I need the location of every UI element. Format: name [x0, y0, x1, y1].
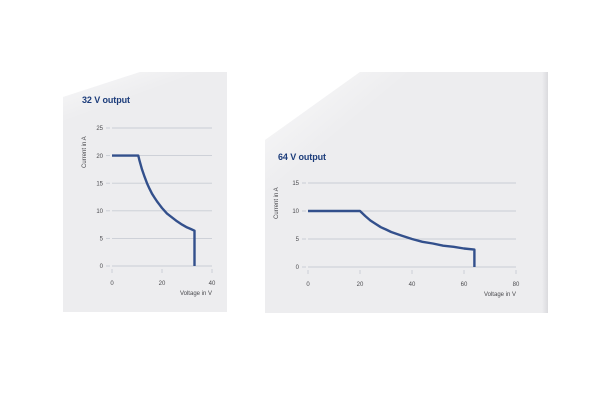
ytick-label-0: 0 [296, 265, 300, 271]
xtick-label-20: 20 [357, 282, 364, 288]
x-axis-label: Voltage in V [484, 292, 516, 298]
ytick-label-15: 15 [292, 181, 299, 187]
chart-32v-derating: 0 5 10 15 20 25 0 20 40 Current in A Voltage in V [82, 126, 216, 297]
derating-curve [112, 154, 196, 266]
xtick-label-40: 40 [209, 281, 216, 287]
xtick-label-20: 20 [159, 281, 166, 287]
ytick-label-5: 5 [100, 237, 104, 243]
ytick-label-0: 0 [100, 264, 104, 270]
xtick-label-60: 60 [461, 282, 468, 288]
xtick-label-80: 80 [513, 282, 520, 288]
chart-64v-derating: 0 5 10 15 0 20 40 60 80 Current in A Voltage in V [274, 181, 520, 298]
ytick-label-20: 20 [96, 154, 103, 160]
xtick-label-40: 40 [409, 282, 416, 288]
panel-64v: 64 V output 0 5 10 15 0 20 40 60 80 Current in A V… [265, 72, 548, 313]
xtick-label-0: 0 [306, 282, 310, 288]
ytick-label-10: 10 [96, 209, 103, 215]
y-axis-label: Current in A [82, 136, 88, 168]
panel-32v: 32 V output 0 5 10 15 20 25 0 20 40 Current in A V… [63, 72, 227, 312]
ytick-label-15: 15 [96, 181, 103, 187]
chart-title-32v: 32 V output [82, 95, 130, 105]
y-axis-label: Current in A [274, 187, 280, 219]
derating-curve [308, 209, 476, 267]
xtick-label-0: 0 [110, 281, 114, 287]
x-axis-label: Voltage in V [180, 291, 212, 297]
ytick-label-10: 10 [292, 209, 299, 215]
ytick-label-25: 25 [96, 126, 103, 132]
ytick-label-5: 5 [296, 237, 300, 243]
chart-title-64v: 64 V output [278, 152, 326, 162]
